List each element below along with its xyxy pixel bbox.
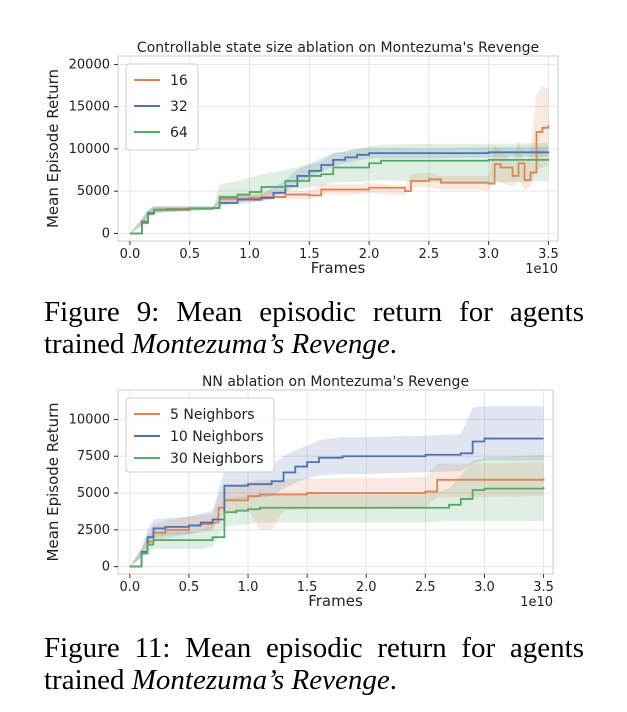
series-band-1 [129,406,544,567]
x-axis-label: Frames [308,592,363,610]
y-tick-label: 10000 [69,142,110,157]
x-tick-label: 3.5 [533,580,554,595]
series-line-2 [129,159,550,235]
series-band-1 [129,146,549,234]
x-tick-label: 1.0 [238,580,259,595]
y-tick-label: 15000 [69,100,110,115]
legend-entry-2: 30 Neighbors [170,451,264,467]
y-tick-label: 5000 [77,486,110,501]
caption-label: Figure 11: [44,632,171,664]
figure-11-caption: Figure 11: Mean episodic return for agen… [44,632,584,696]
legend-entry-1: 32 [170,99,188,115]
legend-entry-2: 64 [170,125,188,141]
legend-box [125,397,275,473]
caption-end: . [389,664,397,696]
series-line-1 [129,437,544,568]
caption-text: Mean episodic return for agents trained [44,632,584,696]
x-axis-label: Frames [311,259,366,277]
caption-italic: Montezuma’s Revenge [131,328,390,360]
y-tick-label: 5000 [77,184,110,199]
caption-text: Mean episodic return for agents trained [44,296,584,360]
legend-entry-0: 16 [170,73,188,89]
x-tick-label: 0.0 [120,247,141,262]
y-tick-label: 2500 [77,523,110,538]
x-multiplier-label: 1e10 [520,595,553,610]
caption-end: . [389,328,397,360]
x-tick-label: 0.0 [119,580,140,595]
legend-entry-1: 10 Neighbors [170,429,264,445]
x-tick-label: 2.0 [356,580,377,595]
series-band-2 [129,143,549,234]
chart-title: NN ablation on Montezuma's Revenge [202,374,469,390]
x-tick-label: 1.0 [239,247,260,262]
y-tick-label: 10000 [69,412,110,427]
x-tick-label: 3.5 [538,247,559,262]
legend-box [125,63,199,151]
caption-label: Figure 9: [44,296,160,328]
figure-9-caption: Figure 9: Mean episodic return for agent… [44,296,584,360]
y-tick-label: 20000 [69,57,110,72]
chart-title: Controllable state size ablation on Mont… [137,40,539,56]
x-tick-label: 3.0 [474,580,495,595]
series-band-0 [129,462,544,567]
figure-11: 0.0 0.5 1.0 1.5 2.0 2.5 3.0 3.5 0 2500 5000 7500 100… [0,366,627,626]
y-tick-label: 0 [102,560,110,575]
caption-italic: Montezuma’s Revenge [131,664,390,696]
x-tick-label: 2.0 [359,247,380,262]
x-tick-label: 0.5 [179,580,200,595]
y-tick-label: 0 [102,226,110,241]
x-tick-label: 2.5 [415,580,436,595]
x-tick-label: 1.5 [299,247,320,262]
y-axis-label: Mean Episode Return [44,402,62,561]
x-tick-label: 1.5 [297,580,318,595]
y-axis-label: Mean Episode Return [44,69,62,228]
figure-9: 0.0 0.5 1.0 1.5 2.0 2.5 3.0 3.5 0 5000 10000 15000 2… [0,0,627,290]
x-multiplier-label: 1e10 [525,262,558,277]
nn-ablation-chart: 0.0 0.5 1.0 1.5 2.0 2.5 3.0 3.5 0 2500 5000 7500 100… [44,374,554,610]
x-tick-label: 0.5 [179,247,200,262]
series-band-2 [129,454,544,567]
legend-entry-0: 5 Neighbors [170,407,255,423]
x-tick-label: 2.5 [419,247,440,262]
controllable-state-size-chart: 0.0 0.5 1.0 1.5 2.0 2.5 3.0 3.5 0 5000 10000 15000 2… [44,40,559,277]
x-tick-label: 3.0 [478,247,499,262]
y-tick-label: 7500 [77,449,110,464]
series-line-2 [129,487,545,568]
